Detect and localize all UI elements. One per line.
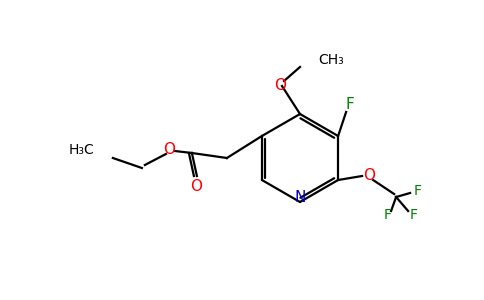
Text: H₃C: H₃C [68,143,94,157]
Text: F: F [384,208,392,222]
Text: N: N [294,190,306,205]
Text: O: O [274,77,286,92]
Text: O: O [363,167,375,182]
Text: O: O [190,178,202,194]
Text: F: F [410,208,418,222]
Text: O: O [163,142,175,157]
Text: F: F [414,184,422,198]
Text: CH₃: CH₃ [318,53,344,67]
Text: F: F [346,98,354,112]
